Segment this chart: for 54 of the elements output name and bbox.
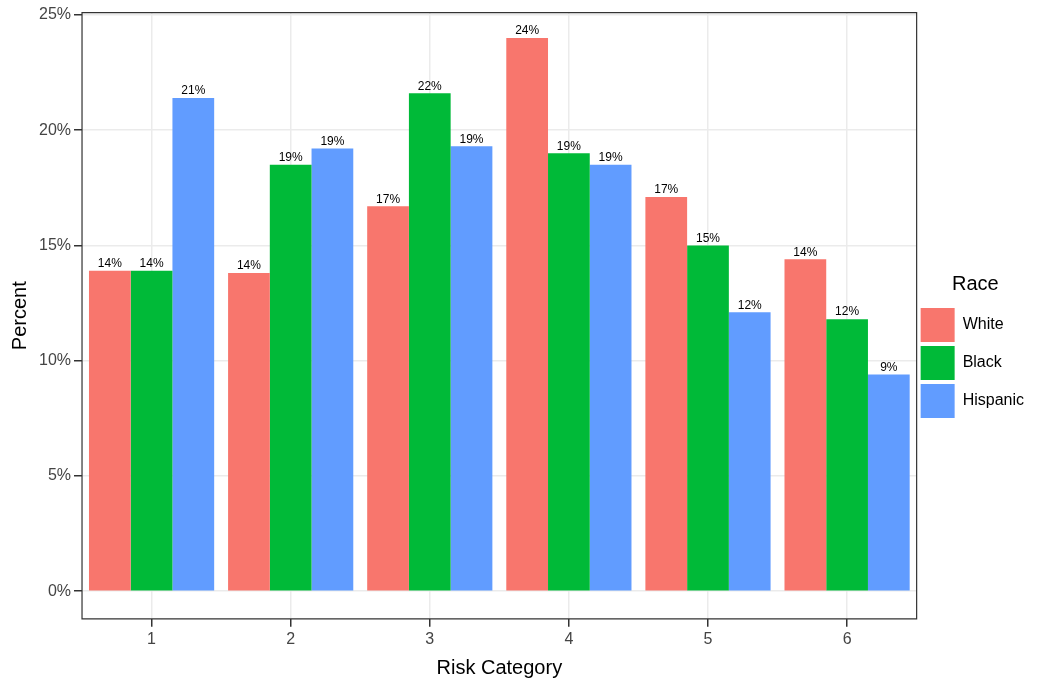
data-label: 22%	[417, 78, 443, 93]
x-tick-label: 3	[425, 629, 435, 647]
y-tick-label: 20%	[38, 120, 72, 138]
bar	[311, 148, 354, 591]
x-tick-label: 6	[842, 629, 852, 647]
bar	[367, 206, 409, 591]
data-label: 19%	[459, 131, 484, 146]
x-tick-label: 1	[147, 629, 157, 647]
bar	[548, 153, 590, 591]
bar	[589, 164, 632, 591]
data-label: 12%	[737, 297, 763, 312]
bar	[269, 164, 312, 591]
bar	[172, 97, 215, 591]
bar	[867, 374, 910, 591]
data-label: 24%	[515, 23, 540, 38]
bar	[728, 312, 771, 591]
bar	[450, 146, 493, 591]
legend-label: White	[962, 315, 1004, 333]
y-tick-label: 15%	[38, 235, 72, 253]
data-label: 19%	[598, 150, 623, 165]
bar	[88, 270, 131, 591]
legend-label: Hispanic	[962, 391, 1024, 409]
data-label: 17%	[654, 182, 679, 197]
legend-title: Race	[951, 271, 999, 294]
data-label: 14%	[793, 244, 818, 259]
bar	[506, 37, 549, 591]
y-tick-label: 0%	[47, 581, 72, 599]
bar	[228, 273, 270, 591]
y-tick-label: 10%	[38, 351, 72, 369]
data-label: 14%	[236, 258, 262, 273]
x-tick-label: 2	[286, 629, 296, 647]
data-label: 9%	[880, 359, 898, 374]
data-label: 17%	[376, 191, 401, 206]
bar	[687, 245, 729, 591]
x-tick-label: 5	[703, 629, 713, 647]
y-tick-label: 25%	[38, 5, 72, 23]
bar	[826, 319, 868, 591]
data-label: 14%	[139, 256, 164, 271]
data-label: 14%	[97, 256, 123, 271]
data-label: 15%	[695, 230, 721, 245]
data-label: 19%	[278, 150, 304, 165]
bar	[784, 259, 827, 591]
data-label: 12%	[835, 304, 860, 319]
bar	[130, 270, 173, 591]
y-axis-title: Percent	[7, 280, 30, 351]
y-tick-label: 5%	[47, 466, 72, 484]
x-axis-title: Risk Category	[436, 655, 563, 678]
data-label: 19%	[320, 133, 345, 148]
bar	[645, 197, 688, 591]
legend-label: Black	[962, 353, 1003, 371]
x-tick-label: 4	[564, 629, 574, 647]
data-label: 19%	[556, 138, 582, 153]
data-label: 21%	[181, 83, 206, 98]
bar	[408, 93, 451, 591]
